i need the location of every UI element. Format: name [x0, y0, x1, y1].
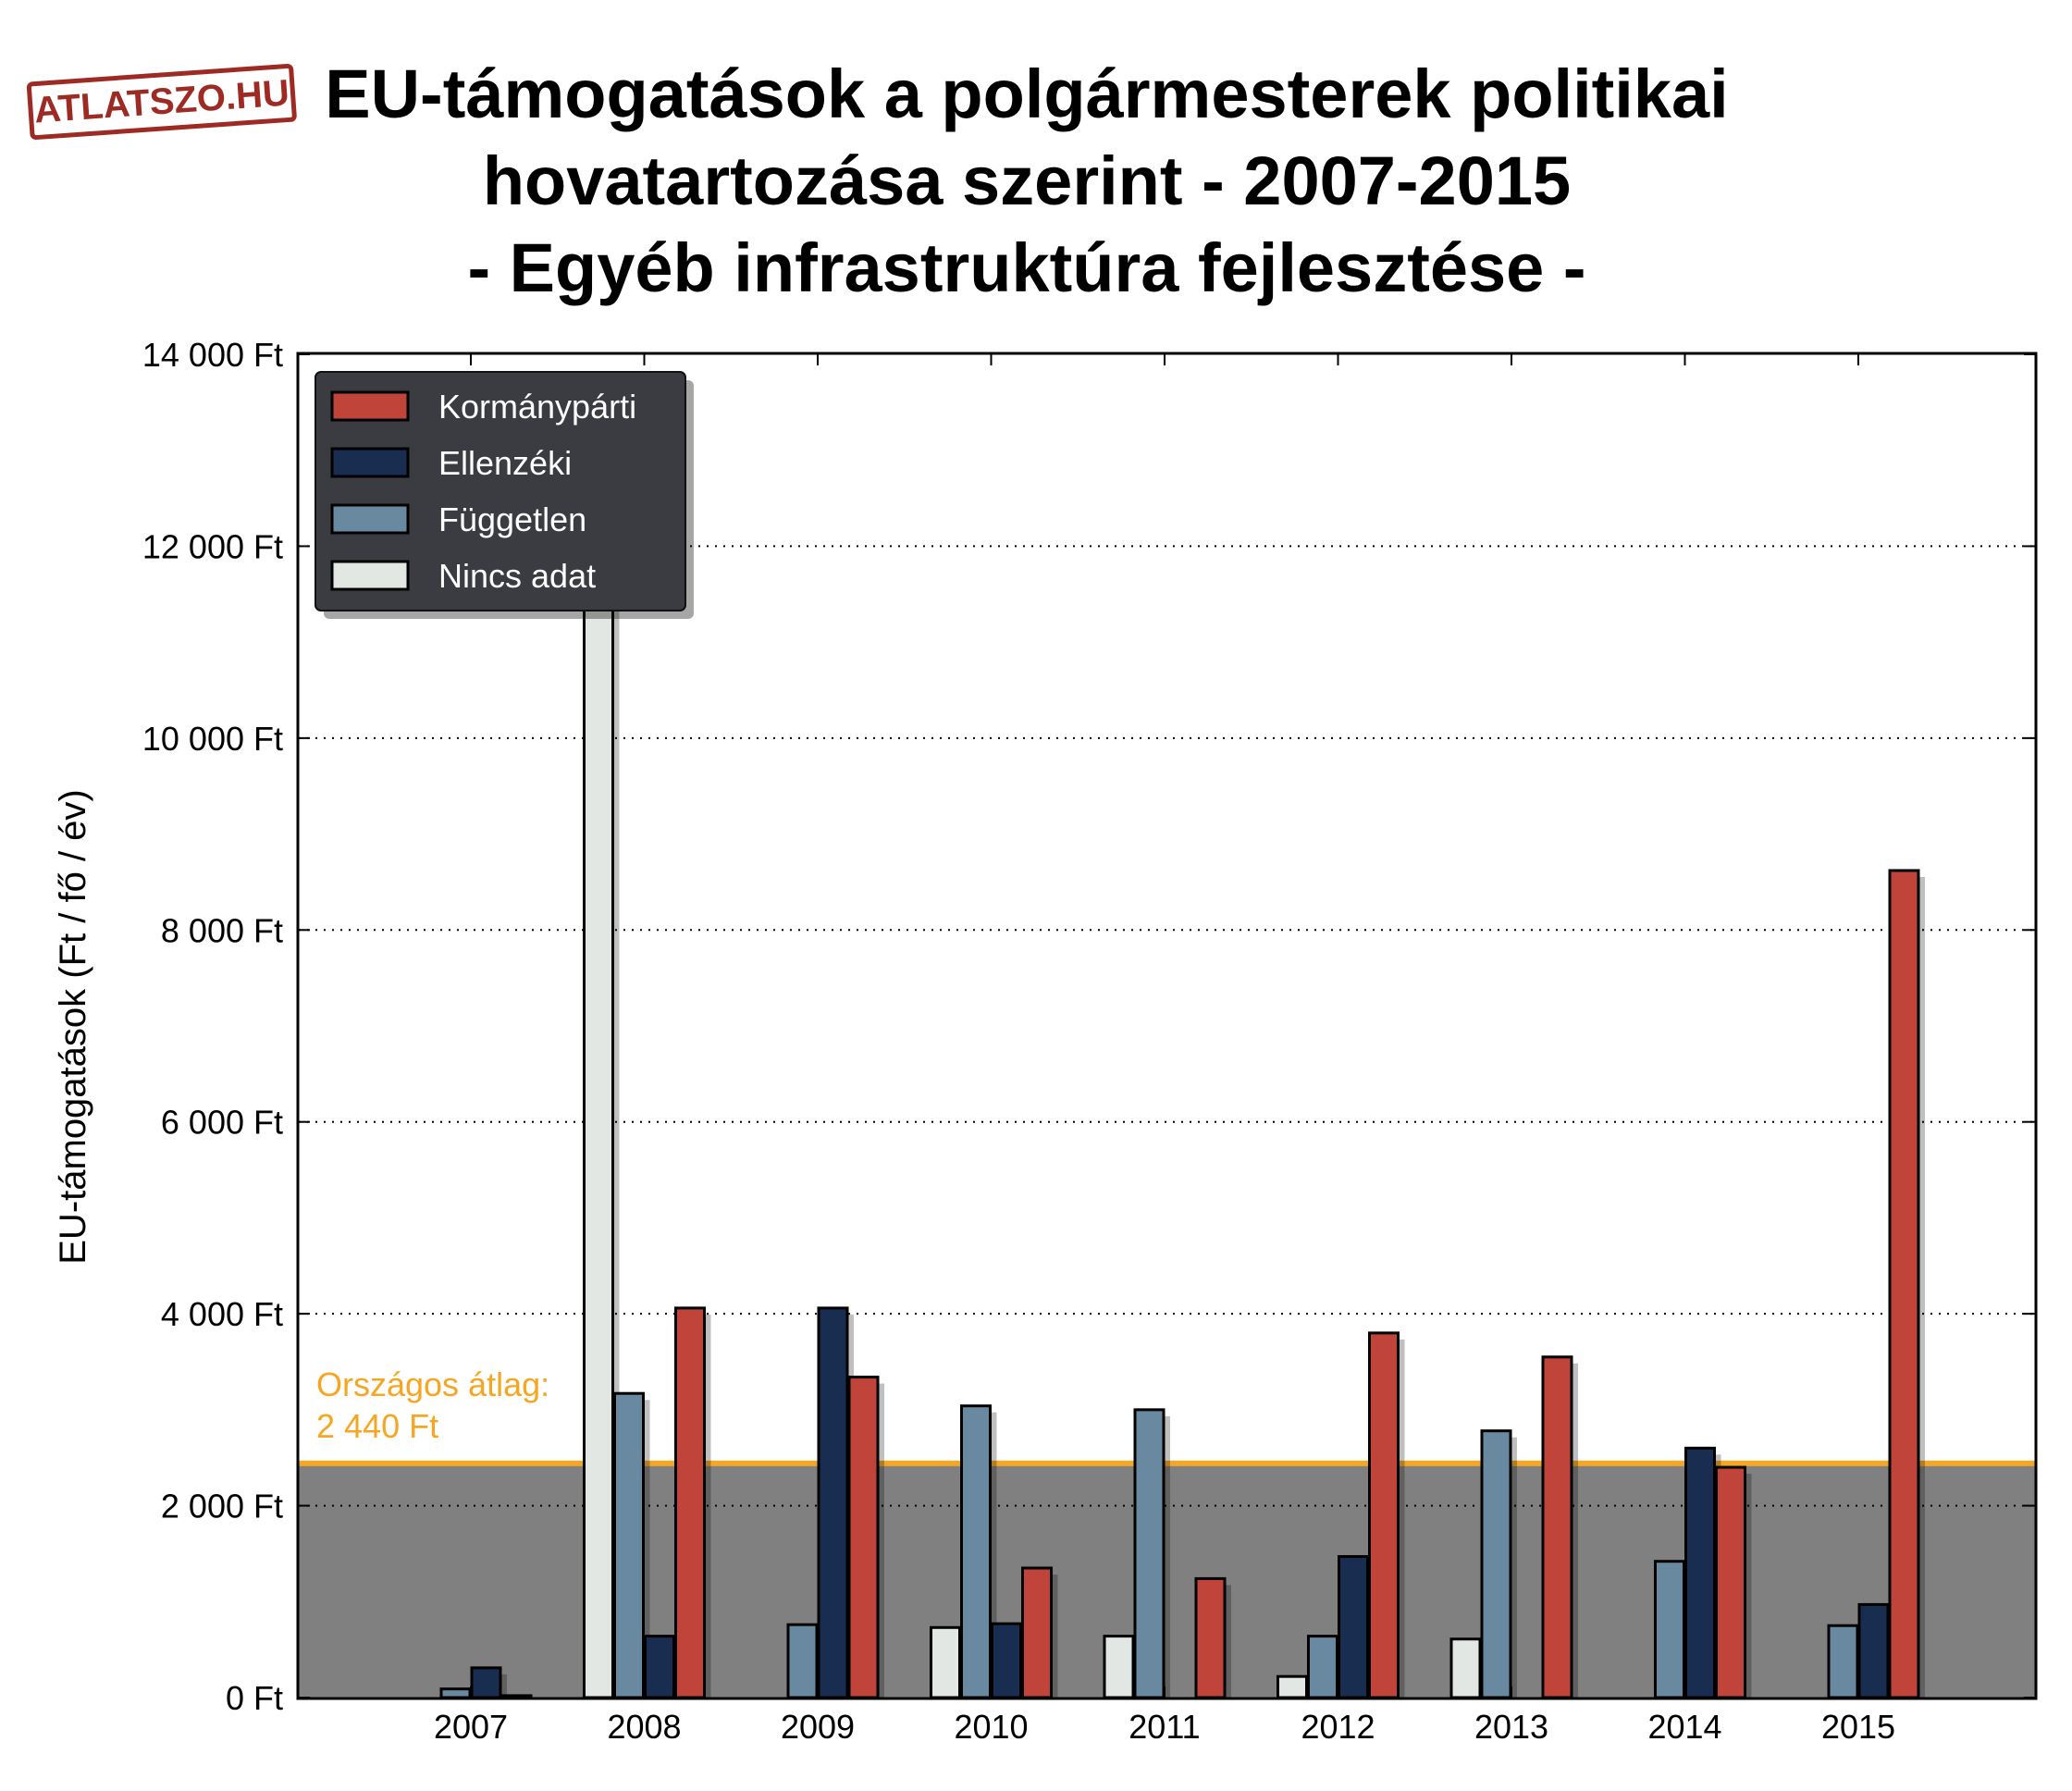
title-line-2: hovatartozása szerint - 2007-2015	[482, 142, 1572, 219]
atlatszo-logo: ATLATSZO.HU	[26, 63, 298, 145]
x-tick-label: 2015	[1821, 1708, 1895, 1746]
legend-swatch-ellenzeki	[330, 447, 410, 478]
title-line-1: EU-támogatások a polgármesterek politika…	[325, 56, 1729, 132]
legend-label-kormanyparti: Kormánypárti	[438, 388, 636, 426]
legend: Kormánypárti Ellenzéki Független Nincs adat	[314, 371, 694, 619]
legend-label-nincs-adat: Nincs adat	[438, 557, 596, 595]
bar-fuggetlen-2008	[613, 1391, 645, 1698]
legend-swatch-nincs-adat	[330, 560, 410, 591]
bar-ellenzeki-2014	[1684, 1446, 1716, 1698]
legend-label-fuggetlen: Független	[438, 500, 586, 538]
bar-kormanyparti-2008	[674, 1306, 706, 1698]
y-tick-label: 2 000 Ft	[161, 1488, 283, 1525]
bar-nincs-adat-2013	[1449, 1637, 1482, 1698]
bar-fuggetlen-2011	[1133, 1408, 1166, 1698]
legend-swatch-kormanyparti	[330, 390, 410, 422]
bar-kormanyparti-2012	[1368, 1331, 1400, 1698]
bar-ellenzeki-2012	[1338, 1555, 1369, 1698]
x-tick-label: 2012	[1301, 1708, 1375, 1746]
national-average-label: Országos átlag: 2 440 Ft	[316, 1365, 549, 1445]
bar-fuggetlen-2012	[1307, 1635, 1338, 1698]
x-tick-label: 2009	[781, 1708, 855, 1746]
gridlines	[299, 545, 2035, 1507]
bar-kormanyparti-2010	[1021, 1566, 1053, 1698]
bars	[439, 401, 1925, 1704]
bar-ellenzeki-2008	[644, 1635, 675, 1698]
bar-kormanyparti-2011	[1194, 1576, 1227, 1698]
legend-label-ellenzeki: Ellenzéki	[438, 444, 572, 482]
bar-fuggetlen-2009	[786, 1623, 819, 1698]
plot-frame	[296, 352, 2038, 1700]
bar-ellenzeki-2015	[1857, 1602, 1890, 1698]
y-tick-label: 8 000 Ft	[161, 911, 283, 949]
x-tick-label: 2011	[1128, 1708, 1200, 1746]
x-tick-label: 2014	[1647, 1708, 1721, 1746]
x-tick-label: 2010	[954, 1708, 1028, 1746]
bar-ellenzeki-2007	[470, 1666, 502, 1698]
logo-stamp-border	[26, 63, 297, 141]
bar-kormanyparti-2015	[1888, 869, 1920, 1698]
y-axis-title: EU-támogatások (Ft / fő / év)	[53, 789, 93, 1265]
bar-nincs-adat-2011	[1103, 1635, 1135, 1698]
y-tick-label: 12 000 Ft	[142, 527, 283, 565]
legend-box	[314, 371, 686, 611]
bar-fuggetlen-2007	[439, 1687, 472, 1698]
x-axis-labels: 2007 2008 2009 2010 2011 2012 2013 2014 2015	[434, 1708, 1895, 1746]
bar-kormanyparti-2009	[847, 1376, 880, 1698]
title-line-3: - Egyéb infrastruktúra fejlesztése -	[467, 229, 1586, 306]
y-tick-label: 4 000 Ft	[161, 1295, 283, 1333]
legend-swatch-fuggetlen	[330, 503, 410, 535]
bar-nincs-adat-2010	[930, 1625, 961, 1698]
bar-nincs-adat-2012	[1276, 1674, 1308, 1698]
bar-ellenzeki-2010	[991, 1622, 1022, 1698]
bar-fuggetlen-2010	[960, 1404, 992, 1698]
bar-fuggetlen-2014	[1654, 1560, 1685, 1698]
x-tick-label: 2013	[1474, 1708, 1548, 1746]
bar-shadow	[509, 1702, 537, 1704]
bar-fuggetlen-2013	[1480, 1429, 1512, 1698]
x-tick-label: 2008	[607, 1708, 681, 1746]
bar-kormanyparti-2013	[1541, 1355, 1573, 1698]
y-axis-labels: 0 Ft 2 000 Ft 4 000 Ft 6 000 Ft 8 000 Ft 10 0…	[142, 336, 283, 1717]
axis-ticks	[299, 353, 2035, 1698]
chart-title: EU-támogatások a polgármesterek politika…	[213, 51, 1841, 312]
y-tick-label: 14 000 Ft	[142, 336, 283, 374]
bar-ellenzeki-2009	[817, 1306, 849, 1698]
average-label-line-1: Országos átlag:	[316, 1365, 549, 1403]
x-tick-label: 2007	[434, 1708, 508, 1746]
y-tick-label: 6 000 Ft	[161, 1104, 283, 1142]
y-tick-label: 10 000 Ft	[142, 720, 283, 758]
y-tick-label: 0 Ft	[226, 1679, 283, 1717]
bar-kormanyparti-2014	[1715, 1465, 1746, 1698]
average-label-line-2: 2 440 Ft	[316, 1407, 438, 1445]
bar-fuggetlen-2015	[1827, 1624, 1859, 1698]
